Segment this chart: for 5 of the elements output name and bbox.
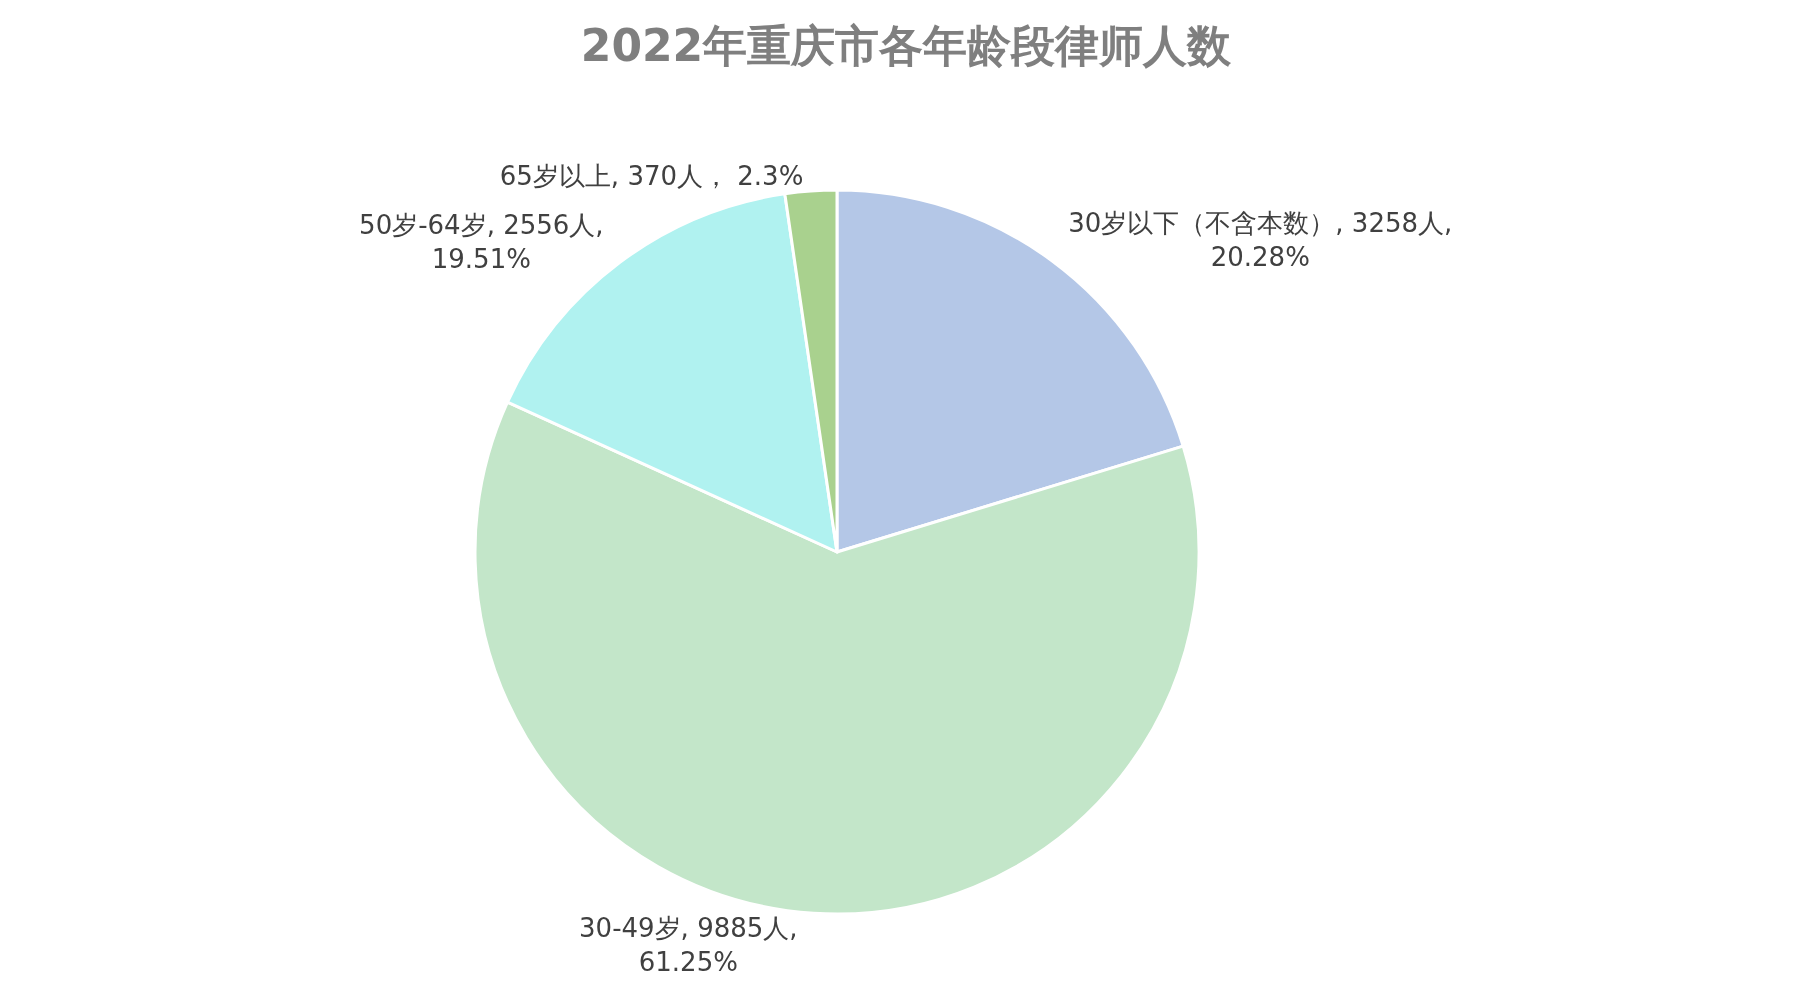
slice-label: 30岁以下（不含本数）, 3258人, 20.28% — [1068, 208, 1453, 273]
slice-label: 30-49岁, 9885人, 61.25% — [579, 913, 798, 977]
chart-title: 2022年重庆市各年龄段律师人数 — [580, 19, 1233, 71]
slice-label: 50岁-64岁, 2556人, 19.51% — [359, 210, 604, 275]
slice-label: 65岁以上, 370人， 2.3% — [499, 161, 804, 192]
